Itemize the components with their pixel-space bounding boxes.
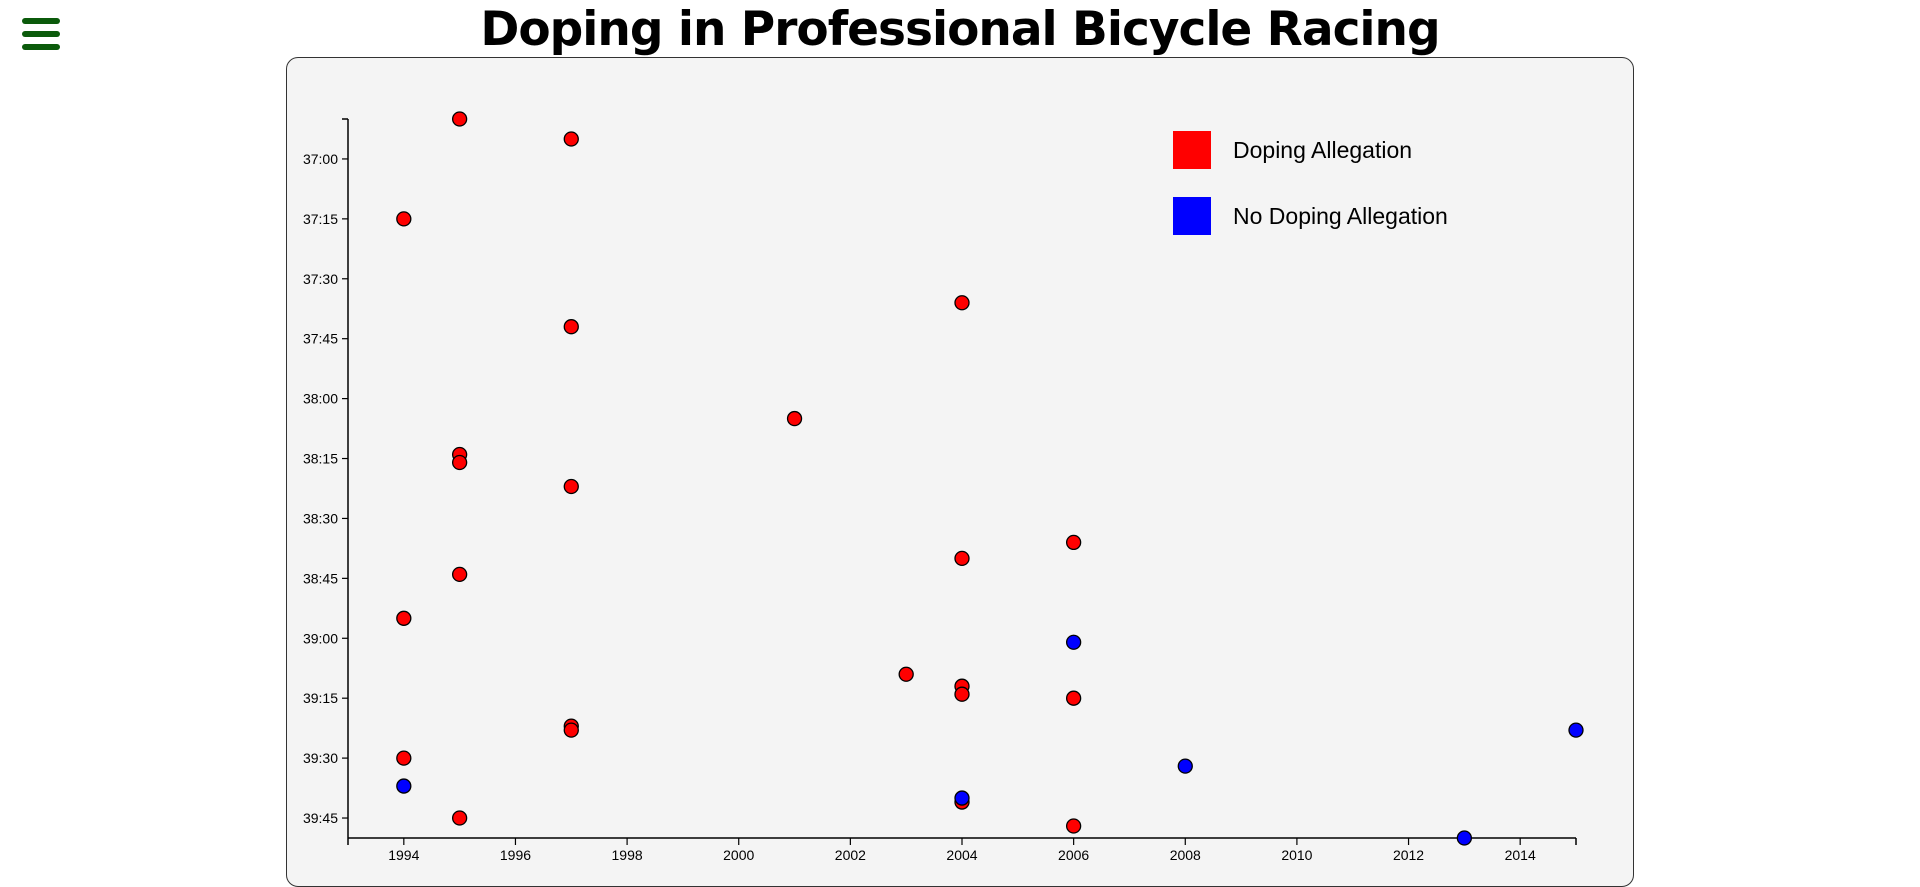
x-tick-label: 2000	[723, 847, 754, 863]
no-doping-point	[1177, 758, 1193, 774]
x-tick-label: 2004	[946, 847, 977, 863]
x-tick-label: 1994	[388, 847, 419, 863]
doping-point	[563, 319, 579, 335]
doping-point	[451, 810, 468, 826]
doping-point	[1065, 534, 1082, 551]
doping-point	[451, 566, 468, 583]
legend-swatch-no-doping	[1173, 197, 1211, 235]
x-tick-label: 2014	[1505, 847, 1536, 863]
no-doping-point	[1065, 634, 1082, 650]
doping-point	[396, 211, 412, 227]
y-tick-label: 37:30	[303, 271, 338, 287]
doping-point	[563, 131, 579, 147]
x-tick-label: 2002	[835, 847, 866, 863]
doping-point	[451, 454, 468, 471]
y-tick-label: 39:00	[303, 630, 338, 646]
doping-point	[954, 550, 970, 567]
hamburger-menu-icon[interactable]	[20, 14, 62, 54]
x-tick-label: 2008	[1170, 847, 1201, 863]
legend-label-doping: Doping Allegation	[1233, 137, 1412, 163]
doping-point	[396, 610, 412, 626]
y-tick-label: 38:00	[303, 391, 338, 407]
doping-point	[1065, 818, 1082, 834]
x-tick-label: 2012	[1393, 847, 1424, 863]
legend-swatch-doping	[1173, 131, 1211, 169]
y-tick-label: 38:15	[303, 451, 338, 467]
doping-point	[563, 478, 579, 495]
chart-plot-area: 37:00 37:15 37:30 37:45 38:00 38:15 38:30 38:45…	[303, 111, 1584, 863]
y-tick-label: 38:30	[303, 510, 338, 526]
legend-label-no-doping: No Doping Allegation	[1233, 203, 1448, 229]
doping-point	[954, 686, 970, 702]
y-tick-label: 38:45	[303, 570, 338, 586]
x-tick-label: 2006	[1058, 847, 1089, 863]
y-tick-label: 39:30	[303, 750, 338, 766]
doping-point	[563, 722, 579, 738]
doping-point	[898, 666, 914, 682]
no-doping-point	[1568, 722, 1584, 738]
doping-point	[954, 295, 970, 311]
y-tick-label: 37:00	[303, 151, 338, 167]
y-tick-label: 39:45	[303, 810, 338, 826]
doping-point	[1065, 690, 1082, 706]
doping-point	[451, 111, 468, 127]
scatter-chart: 37:00 37:15 37:30 37:45 38:00 38:15 38:30 38:45…	[303, 111, 1584, 863]
x-tick-label: 2010	[1281, 847, 1312, 863]
no-doping-point	[396, 778, 412, 794]
menu-bar-middle	[22, 31, 60, 37]
doping-point	[396, 750, 412, 766]
y-tick-label: 37:15	[303, 211, 338, 227]
x-tick-label: 1996	[500, 847, 531, 863]
doping-point	[786, 410, 803, 427]
y-tick-label: 37:45	[303, 331, 338, 347]
menu-bar-bottom	[22, 44, 60, 50]
no-doping-point	[954, 790, 970, 806]
no-doping-point	[1456, 830, 1473, 846]
y-tick-label: 39:15	[303, 690, 338, 706]
menu-bar-top	[22, 18, 60, 24]
page-title: Doping in Professional Bicycle Racing	[480, 2, 1440, 57]
x-tick-label: 1998	[612, 847, 643, 863]
chart-card: 37:00 37:15 37:30 37:45 38:00 38:15 38:30 38:45…	[286, 57, 1634, 887]
